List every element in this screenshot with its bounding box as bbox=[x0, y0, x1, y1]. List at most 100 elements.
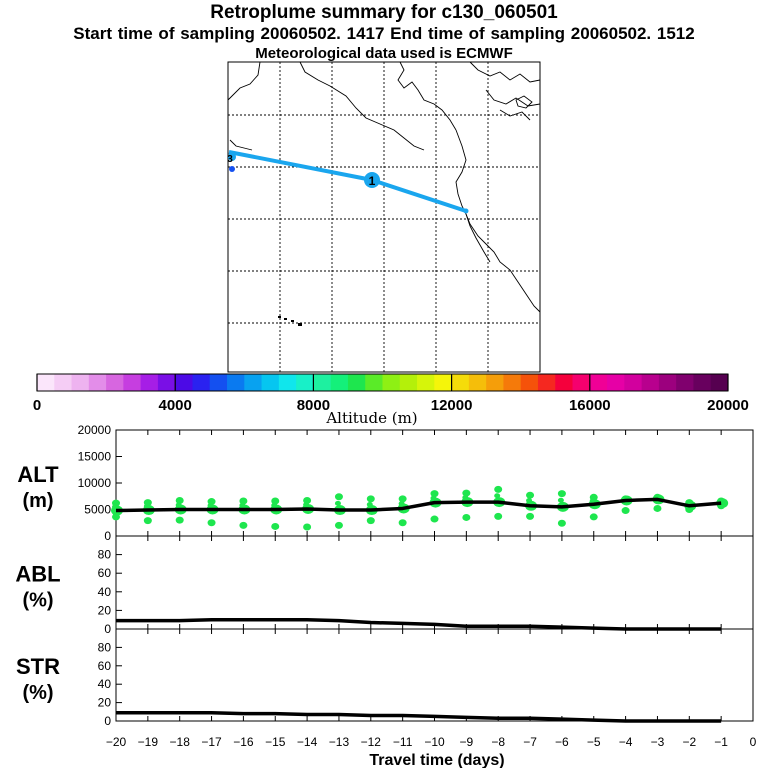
alt-scatter-point bbox=[430, 495, 437, 501]
alt-scatter-point bbox=[303, 523, 312, 531]
colorbar-tick-label: 4000 bbox=[159, 397, 192, 414]
source-dot-small bbox=[229, 166, 235, 172]
alt-label: ALT bbox=[17, 462, 59, 487]
map-gridlines bbox=[228, 62, 540, 372]
colorbar-cell bbox=[607, 374, 625, 391]
x-tick-label: −17 bbox=[201, 735, 222, 749]
colorbar-label: Altitude (m) bbox=[325, 409, 417, 427]
x-tick-label: −8 bbox=[491, 735, 505, 749]
colorbar-cell bbox=[537, 374, 556, 391]
alt-scatter-point bbox=[207, 503, 214, 509]
colorbar-cell bbox=[313, 374, 332, 391]
colorbar-cell bbox=[71, 374, 90, 391]
x-tick-label: −13 bbox=[329, 735, 350, 749]
alt-median-line bbox=[115, 497, 722, 513]
alt-unit: (m) bbox=[22, 490, 53, 512]
alt-scatter-point bbox=[557, 519, 566, 527]
x-tick-label: −7 bbox=[523, 735, 537, 749]
colorbar-cell bbox=[244, 374, 263, 391]
alt-scatter-point bbox=[175, 502, 182, 508]
alt-scatter-point bbox=[621, 507, 630, 515]
alt-scatter-point bbox=[589, 498, 596, 504]
x-tick-label: −4 bbox=[619, 735, 633, 749]
x-tick-label: −1 bbox=[714, 735, 728, 749]
str-unit: (%) bbox=[22, 682, 53, 704]
alt-scatter-point bbox=[239, 502, 246, 508]
colorbar-cell bbox=[140, 374, 159, 391]
str-median-line bbox=[116, 710, 722, 723]
alt-ytick-label: 5000 bbox=[84, 503, 111, 517]
alt-scatter-point bbox=[303, 502, 310, 508]
coastlines bbox=[227, 61, 541, 313]
alt-scatter-point bbox=[398, 501, 405, 507]
colorbar-cell bbox=[486, 374, 504, 391]
colorbar-cell bbox=[676, 374, 694, 391]
abl-ytick-label: 60 bbox=[98, 566, 112, 580]
str-panel: 0 20 40 60 80 STR (%) bbox=[16, 628, 754, 728]
map-frame bbox=[227, 61, 541, 373]
colorbar-cell bbox=[261, 374, 280, 391]
abl-ytick-label: 80 bbox=[98, 548, 112, 562]
alt-scatter-point bbox=[526, 497, 533, 503]
alt-scatter-point bbox=[494, 485, 503, 493]
alt-scatter-point bbox=[334, 521, 343, 529]
x-tick-label: −12 bbox=[361, 735, 382, 749]
hawaii-islands bbox=[278, 316, 302, 326]
x-tick-label: −20 bbox=[106, 735, 127, 749]
colorbar-cell bbox=[451, 374, 470, 391]
colorbar-cell bbox=[641, 374, 660, 391]
alt-scatter-point bbox=[462, 489, 471, 497]
colorbar-cell bbox=[88, 374, 107, 391]
x-tick-label: −9 bbox=[460, 735, 474, 749]
colorbar-cell bbox=[37, 374, 55, 391]
x-tick-label: −5 bbox=[587, 735, 601, 749]
abl-ytick-label: 20 bbox=[98, 603, 112, 617]
alt-ytick-label: 20000 bbox=[78, 423, 112, 437]
colorbar-cell bbox=[555, 374, 574, 391]
alt-scatter-point bbox=[271, 497, 280, 505]
alt-scatter-point bbox=[653, 504, 662, 512]
alt-panel: 0 5000 10000 15000 20000 ALT (m) bbox=[17, 423, 754, 543]
colorbar-cell bbox=[227, 374, 245, 391]
alt-scatter-point bbox=[334, 500, 341, 506]
colorbar-cell bbox=[209, 374, 228, 391]
alt-scatter-point bbox=[366, 501, 373, 507]
track-marker bbox=[364, 172, 380, 188]
colorbar-cell bbox=[520, 374, 539, 391]
alt-scatter-point bbox=[557, 497, 564, 503]
alt-scatter-point bbox=[557, 490, 566, 498]
abl-ytick-label: 40 bbox=[98, 585, 112, 599]
x-tick-label: −19 bbox=[138, 735, 159, 749]
abl-panel: 0 20 40 60 80 ABL (%) bbox=[15, 535, 754, 636]
colorbar-cell bbox=[434, 374, 453, 391]
alt-ytick-label: 10000 bbox=[78, 476, 112, 490]
altitude-colorbar: 0 4000 8000 12000 16000 20000 Altitude (m) bbox=[33, 373, 749, 427]
colorbar-cell bbox=[624, 374, 643, 391]
abl-ytick-label: 0 bbox=[104, 622, 111, 636]
chart-title: Retroplume summary for c130_060501 bbox=[210, 2, 558, 23]
alt-scatter-point bbox=[430, 490, 439, 498]
alt-scatter-point bbox=[366, 495, 375, 503]
track-marker-label: 1 bbox=[369, 174, 376, 188]
x-tick-label: −2 bbox=[682, 735, 696, 749]
alt-scatter-point bbox=[143, 517, 152, 525]
abl-unit: (%) bbox=[22, 590, 53, 612]
alt-scatter-point bbox=[239, 497, 248, 505]
colorbar-tick-label: 0 bbox=[33, 397, 41, 414]
alt-scatter-point bbox=[175, 516, 184, 524]
colorbar-cell bbox=[330, 374, 349, 391]
colorbar-cell bbox=[468, 374, 487, 391]
alt-scatter-point bbox=[462, 495, 469, 501]
alt-ytick-label: 15000 bbox=[78, 450, 112, 464]
source-label: 3 bbox=[227, 154, 233, 165]
colorbar-cell bbox=[658, 374, 677, 391]
alt-scatter-point bbox=[398, 495, 407, 503]
alt-scatter-point bbox=[430, 515, 439, 523]
colorbar-cell bbox=[710, 374, 729, 391]
str-ytick-label: 60 bbox=[98, 659, 112, 673]
colorbar-cell bbox=[175, 374, 193, 391]
alt-scatter-point bbox=[175, 496, 184, 504]
colorbar-cell bbox=[192, 374, 211, 391]
colorbar-cell bbox=[123, 374, 142, 391]
